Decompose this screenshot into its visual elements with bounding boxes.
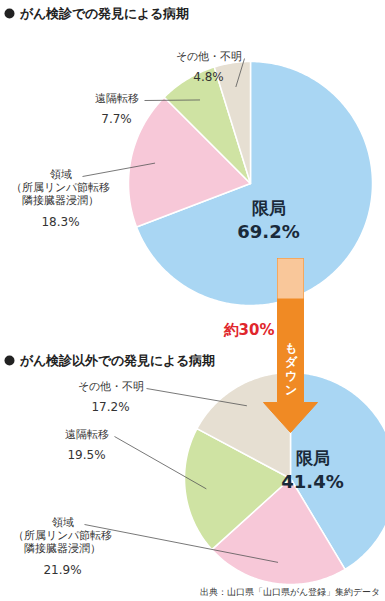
svg-text:その他・不明: その他・不明 [176, 50, 242, 63]
svg-text:ン: ン [285, 383, 297, 397]
svg-text:遠隔転移: 遠隔転移 [65, 428, 109, 441]
svg-text:41.4%: 41.4% [281, 471, 343, 492]
svg-text:がん検診での発見による病期: がん検診での発見による病期 [19, 6, 189, 21]
svg-text:限局: 限局 [296, 448, 330, 468]
svg-text:出典：山口県「山口県がん登録」集約データ: 出典：山口県「山口県がん登録」集約データ [200, 587, 380, 597]
svg-text:21.9%: 21.9% [43, 563, 81, 577]
svg-text:約30%: 約30% [223, 321, 275, 339]
svg-text:7.7%: 7.7% [101, 112, 132, 126]
svg-text:19.5%: 19.5% [67, 448, 105, 462]
svg-text:がん検診以外での発見による病期: がん検診以外での発見による病期 [19, 353, 215, 368]
svg-text:17.2%: 17.2% [91, 400, 129, 414]
svg-text:ウ: ウ [285, 369, 297, 383]
html-text:領域: 領域 [49, 167, 72, 181]
svg-text:ダ: ダ [285, 355, 298, 369]
svg-text:遠隔転移: 遠隔転移 [95, 92, 139, 105]
svg-text:も: も [285, 341, 297, 355]
svg-text:18.3%: 18.3% [41, 215, 79, 229]
svg-text:69.2%: 69.2% [237, 221, 299, 242]
html-text:（所属リンパ節転移: （所属リンパ節転移 [11, 181, 110, 195]
svg-text:領域（所属リンパ節転移隣接臓器浸潤）: 領域（所属リンパ節転移隣接臓器浸潤） [13, 516, 112, 555]
svg-text:限局: 限局 [252, 198, 286, 218]
svg-text:4.8%: 4.8% [193, 70, 224, 84]
html-text:隣接臓器浸潤）: 隣接臓器浸潤） [22, 194, 99, 208]
svg-text:その他・不明: その他・不明 [78, 380, 144, 393]
